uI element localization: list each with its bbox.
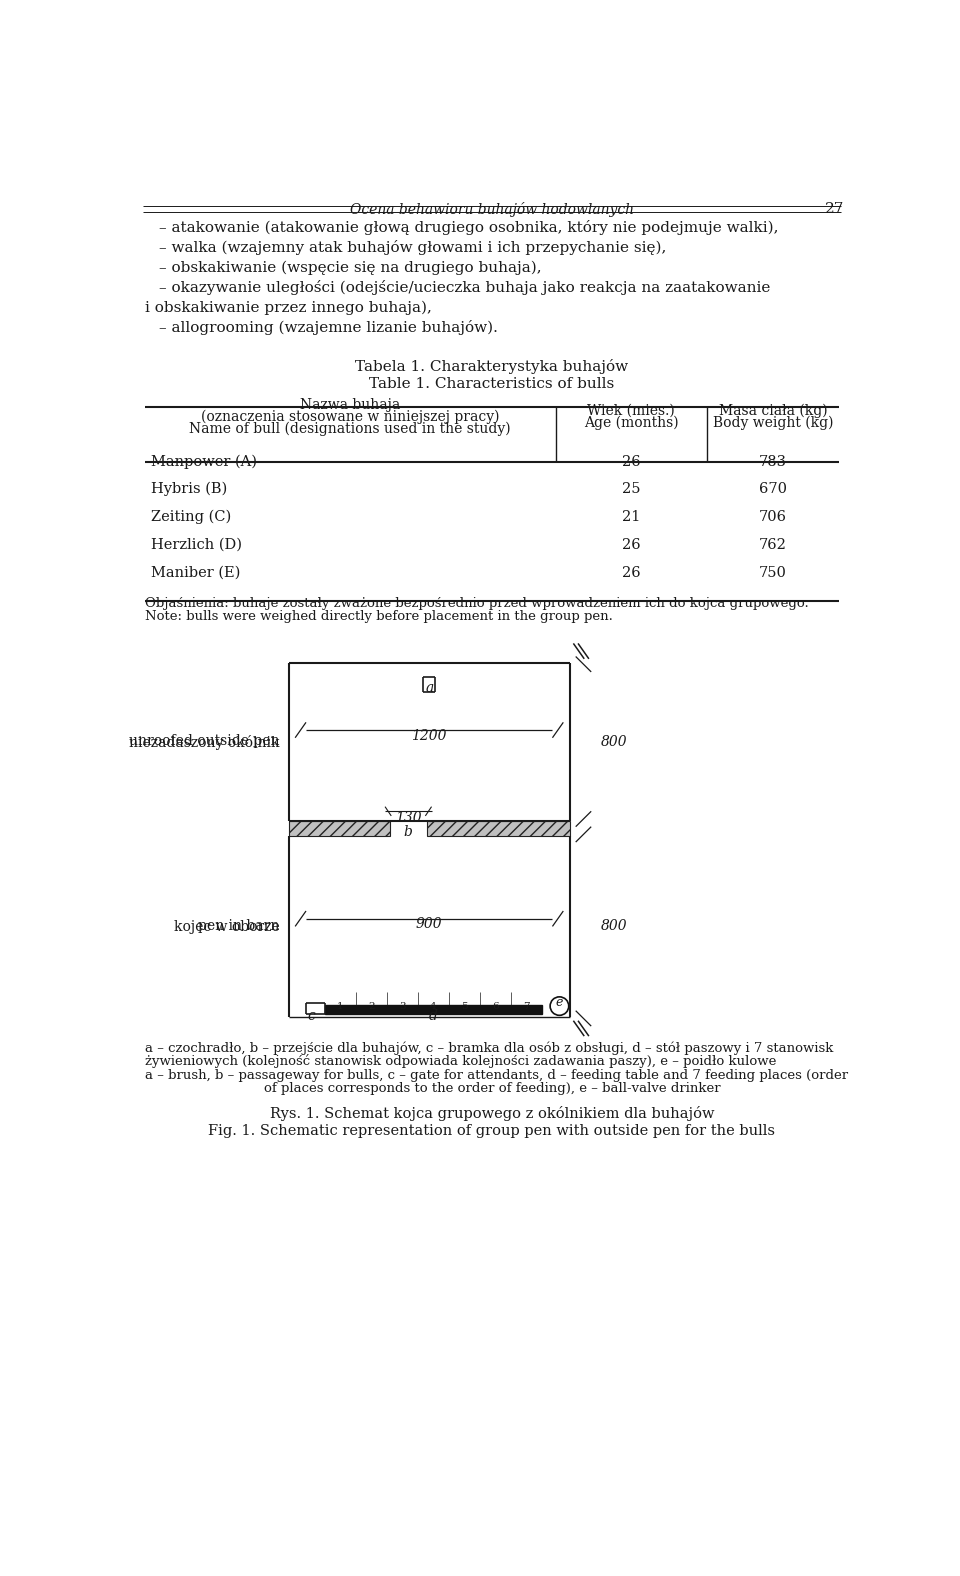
- Text: of places corresponds to the order of feeding), e – ball-valve drinker: of places corresponds to the order of fe…: [264, 1081, 720, 1095]
- Text: Table 1. Characteristics of bulls: Table 1. Characteristics of bulls: [370, 377, 614, 391]
- Text: – okazywanie uległości (odejście/ucieczka buhaja jako reakcja na zaatakowanie: – okazywanie uległości (odejście/ucieczk…: [158, 281, 770, 295]
- Text: Fig. 1. Schematic representation of group pen with outside pen for the bulls: Fig. 1. Schematic representation of grou…: [208, 1124, 776, 1138]
- Text: c: c: [307, 1009, 315, 1023]
- Text: 26: 26: [622, 537, 640, 552]
- Text: Name of bull (designations used in the study): Name of bull (designations used in the s…: [189, 422, 511, 437]
- Text: Rys. 1. Schemat kojca grupowego z okólnikiem dla buhajów: Rys. 1. Schemat kojca grupowego z okólni…: [270, 1106, 714, 1121]
- Text: Hybris (B): Hybris (B): [151, 482, 228, 496]
- Text: Masa ciała (kg): Masa ciała (kg): [719, 403, 828, 418]
- Text: Nazwa buhaja: Nazwa buhaja: [300, 397, 400, 411]
- Text: b: b: [404, 824, 413, 838]
- Text: 762: 762: [759, 537, 787, 552]
- Text: – obskakiwanie (wspęcie się na drugiego buhaja),: – obskakiwanie (wspęcie się na drugiego …: [158, 262, 541, 276]
- Text: 26: 26: [622, 454, 640, 468]
- Text: 130: 130: [395, 810, 421, 824]
- Text: Age (months): Age (months): [584, 416, 679, 430]
- Text: 706: 706: [759, 511, 787, 525]
- Bar: [324, 1004, 542, 1013]
- Text: pen in barn: pen in barn: [199, 919, 279, 933]
- Text: 21: 21: [622, 511, 640, 525]
- Text: niezadaszony okólnik: niezadaszony okólnik: [130, 736, 279, 750]
- Text: 750: 750: [759, 566, 787, 580]
- Text: e: e: [556, 996, 564, 1009]
- Text: Manpower (A): Manpower (A): [151, 454, 257, 468]
- Text: – walka (wzajemny atak buhajów głowami i ich przepychanie się),: – walka (wzajemny atak buhajów głowami i…: [158, 241, 666, 255]
- Text: – allogrooming (wzajemne lizanie buhajów).: – allogrooming (wzajemne lizanie buhajów…: [158, 320, 497, 336]
- Text: 800: 800: [601, 734, 627, 749]
- Text: 25: 25: [622, 482, 640, 496]
- Text: 900: 900: [416, 917, 443, 931]
- Text: 4: 4: [430, 1002, 437, 1012]
- Text: 800: 800: [601, 919, 627, 933]
- Text: (oznaczenia stosowane w niniejszej pracy): (oznaczenia stosowane w niniejszej pracy…: [201, 410, 499, 424]
- Text: Maniber (E): Maniber (E): [151, 566, 240, 580]
- Text: Zeiting (C): Zeiting (C): [151, 509, 231, 525]
- Text: kojec w oborze: kojec w oborze: [174, 920, 279, 935]
- Text: – atakowanie (atakowanie głową drugiego osobnika, który nie podejmuje walki),: – atakowanie (atakowanie głową drugiego …: [158, 221, 779, 235]
- Text: a: a: [425, 681, 433, 695]
- Text: Body weight (kg): Body weight (kg): [712, 416, 833, 430]
- Text: 27: 27: [826, 202, 845, 216]
- Bar: [289, 821, 390, 835]
- Text: 670: 670: [759, 482, 787, 496]
- Text: 1: 1: [337, 1002, 344, 1012]
- Text: d: d: [429, 1009, 438, 1023]
- Text: unroofed outside pen: unroofed outside pen: [130, 734, 279, 747]
- Text: 1200: 1200: [412, 728, 447, 742]
- Text: 26: 26: [622, 566, 640, 580]
- Text: 6: 6: [492, 1002, 499, 1012]
- Text: Objaśnienia: buhaje zostały zważone bezpośrednio przed wprowadzeniem ich do kojc: Objaśnienia: buhaje zostały zważone bezp…: [145, 597, 808, 610]
- Text: 5: 5: [462, 1002, 468, 1012]
- Text: i obskakiwanie przez innego buhaja),: i obskakiwanie przez innego buhaja),: [145, 301, 432, 315]
- Text: 2: 2: [368, 1002, 374, 1012]
- Bar: [427, 821, 569, 835]
- Text: żywieniowych (kolejność stanowisk odpowiada kolejności zadawania paszy), e – poi: żywieniowych (kolejność stanowisk odpowi…: [145, 1054, 777, 1069]
- Text: 783: 783: [759, 454, 787, 468]
- Text: Wiek (mies.): Wiek (mies.): [588, 403, 675, 418]
- Text: a – czochradło, b – przejście dla buhajów, c – bramka dla osób z obsługi, d – st: a – czochradło, b – przejście dla buhajó…: [145, 1042, 833, 1056]
- Text: Ocena behawioru buhajów hodowlanych: Ocena behawioru buhajów hodowlanych: [350, 202, 634, 216]
- Text: Tabela 1. Charakterystyka buhajów: Tabela 1. Charakterystyka buhajów: [355, 359, 629, 374]
- Text: Note: bulls were weighed directly before placement in the group pen.: Note: bulls were weighed directly before…: [145, 610, 612, 624]
- Text: 7: 7: [523, 1002, 530, 1012]
- Text: Herzlich (D): Herzlich (D): [151, 537, 242, 552]
- Text: a – brush, b – passageway for bulls, c – gate for attendants, d – feeding table : a – brush, b – passageway for bulls, c –…: [145, 1069, 848, 1081]
- Text: 3: 3: [399, 1002, 406, 1012]
